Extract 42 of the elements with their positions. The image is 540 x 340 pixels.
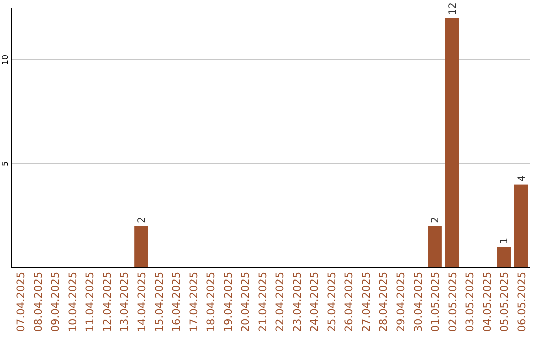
data-label: 4	[516, 175, 528, 182]
x-tick-label: 22.04.2025	[274, 272, 287, 332]
x-tick-label: 26.04.2025	[344, 272, 356, 332]
x-tick-label: 28.04.2025	[378, 272, 390, 332]
x-tick-label: 04.05.2025	[482, 272, 494, 332]
x-tick-label: 14.04.2025	[136, 272, 148, 332]
x-tick-label: 17.04.2025	[188, 272, 200, 332]
x-tick-label: 20.04.2025	[240, 272, 252, 332]
x-tick-label: 15.04.2025	[154, 272, 166, 332]
x-tick-label: 01.05.2025	[430, 272, 442, 332]
x-tick-label: 09.04.2025	[50, 272, 62, 332]
x-tick-label: 25.04.2025	[326, 272, 338, 332]
x-tick-label: 06.05.2025	[516, 272, 528, 332]
bar	[497, 247, 512, 268]
data-label: 1	[500, 238, 511, 244]
x-tick-label: 18.04.2025	[206, 272, 218, 332]
x-tick-label: 10.04.2025	[67, 272, 80, 332]
data-label: 12	[448, 2, 459, 16]
x-tick-label: 27.04.2025	[360, 272, 373, 332]
x-tick-label: 29.04.2025	[396, 272, 408, 332]
bar	[514, 184, 528, 268]
x-tick-label: 30.04.2025	[412, 272, 425, 332]
x-tick-label: 08.04.2025	[32, 272, 45, 332]
x-tick-label: 16.04.2025	[171, 272, 184, 332]
bar	[428, 226, 442, 268]
x-tick-label: 21.04.2025	[257, 272, 270, 332]
x-tick-label: 13.04.2025	[119, 272, 132, 332]
x-tick-label: 05.05.2025	[499, 272, 512, 332]
x-tick-label: 02.05.2025	[447, 272, 460, 332]
x-tick-label: 07.04.2025	[16, 272, 28, 332]
data-label: 2	[137, 217, 148, 224]
x-tick-label: 19.04.2025	[222, 272, 235, 332]
y-tick-label: 5	[1, 161, 10, 167]
bar	[134, 226, 148, 268]
y-tick-label: 10	[1, 54, 10, 66]
x-tick-label: 23.04.2025	[292, 272, 304, 332]
x-tick-label: 11.04.2025	[84, 272, 97, 332]
data-label: 2	[430, 217, 442, 224]
x-tick-label: 12.04.2025	[102, 272, 114, 332]
x-tick-label: 24.04.2025	[309, 272, 322, 332]
x-tick-label: 03.05.2025	[464, 272, 477, 332]
bar	[445, 18, 460, 268]
